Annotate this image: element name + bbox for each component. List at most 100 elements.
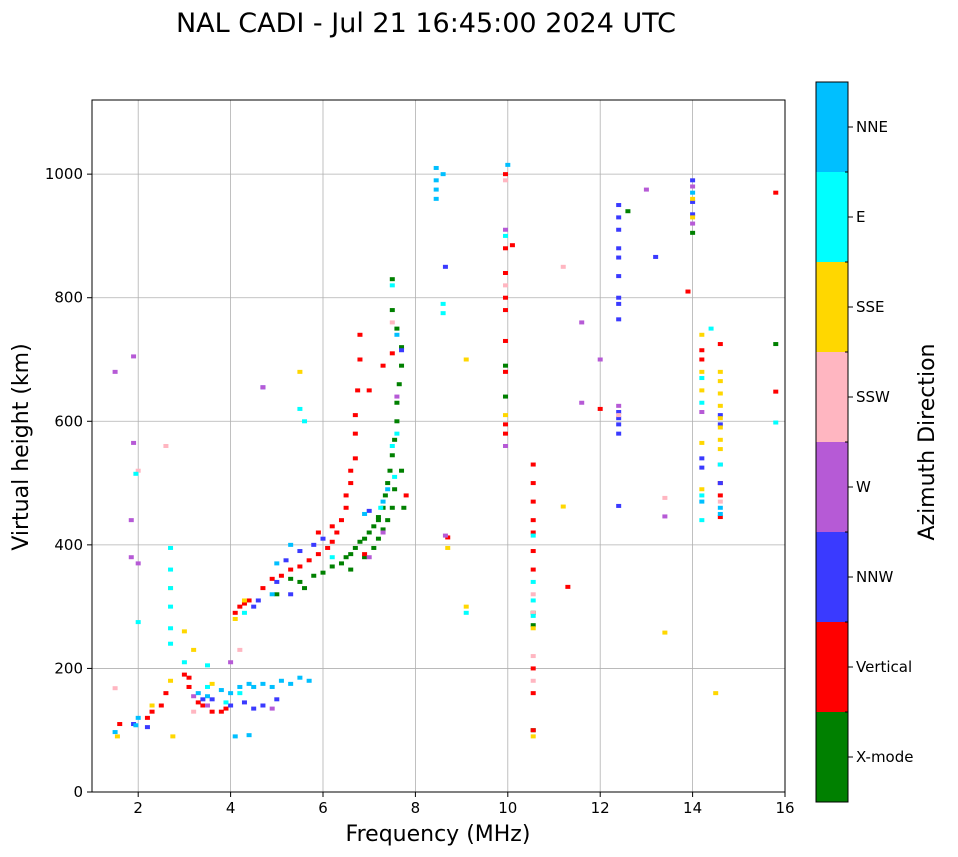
data-point [269, 684, 275, 689]
data-point [616, 255, 622, 260]
data-point [530, 579, 536, 584]
data-point [348, 567, 354, 572]
data-point [325, 545, 331, 550]
data-point [401, 505, 407, 510]
data-point [463, 357, 469, 362]
data-point [232, 617, 238, 621]
data-point [530, 678, 536, 683]
data-point [135, 561, 141, 566]
data-point [717, 505, 723, 510]
data-point [579, 400, 585, 405]
data-point [223, 706, 229, 711]
data-point [530, 623, 536, 628]
data-point [392, 487, 398, 492]
data-point [352, 545, 358, 550]
data-point [708, 326, 714, 331]
data-point [643, 187, 649, 192]
data-point [288, 592, 294, 597]
data-point [717, 416, 723, 421]
data-point [246, 681, 252, 686]
data-point [773, 420, 779, 425]
data-point [352, 456, 358, 461]
data-point [191, 647, 197, 652]
data-point [699, 369, 705, 374]
data-point [690, 221, 696, 226]
data-point [357, 539, 363, 544]
data-point [186, 684, 192, 689]
x-axis-label: Frequency (MHz) [346, 822, 531, 847]
data-point [251, 604, 257, 609]
data-point [463, 610, 469, 615]
data-point [371, 545, 377, 550]
data-point [690, 215, 696, 220]
x-tick-label: 14 [683, 799, 702, 817]
data-point [338, 561, 344, 566]
data-point [389, 444, 395, 448]
data-point [690, 184, 696, 189]
data-point [662, 630, 668, 635]
data-point [366, 555, 372, 560]
colorbar-category-label: Vertical [856, 658, 912, 676]
series-nne [112, 162, 723, 739]
data-point [297, 579, 303, 584]
data-point [195, 700, 201, 705]
data-point [329, 539, 335, 544]
y-tick-label: 400 [54, 536, 83, 554]
data-point [362, 536, 368, 541]
data-point [616, 410, 622, 415]
data-point [625, 209, 631, 214]
data-point [699, 465, 705, 470]
data-point [274, 579, 280, 584]
data-point [366, 508, 372, 513]
x-axis-ticks: 2 4 6 8 10 12 14 16 [133, 792, 795, 817]
data-point [653, 254, 659, 259]
data-point [168, 586, 174, 591]
data-point [616, 246, 622, 251]
data-point [440, 311, 446, 316]
data-point [773, 389, 779, 394]
data-point [357, 332, 363, 337]
data-point [385, 487, 391, 492]
chart-title: NAL CADI - Jul 21 16:45:00 2024 UTC [176, 8, 676, 39]
data-point [163, 444, 169, 448]
data-point [717, 403, 723, 408]
data-point [288, 576, 294, 581]
data-point [394, 394, 400, 399]
data-point [773, 342, 779, 347]
data-point [616, 422, 622, 427]
data-point [170, 734, 176, 739]
data-point [433, 178, 439, 183]
data-point [389, 505, 395, 510]
data-point [717, 515, 723, 520]
data-point [385, 481, 391, 486]
data-point [565, 584, 571, 589]
data-point [186, 675, 192, 680]
x-tick-label: 12 [591, 799, 610, 817]
data-point [713, 691, 719, 696]
data-point [200, 703, 206, 708]
data-point [320, 570, 326, 575]
data-point [246, 598, 252, 603]
data-point [168, 545, 174, 550]
colorbar-segment [816, 442, 848, 532]
data-point [560, 264, 566, 269]
data-point [241, 601, 247, 606]
data-point [329, 564, 335, 569]
colorbar-category-label: NNW [856, 568, 893, 586]
y-tick-label: 0 [73, 783, 83, 801]
x-tick-label: 16 [775, 799, 794, 817]
data-point [442, 533, 448, 538]
data-point [699, 410, 705, 415]
data-point [352, 431, 358, 436]
data-point [315, 552, 321, 557]
y-axis-label: Virtual height (km) [9, 343, 34, 550]
data-point [260, 586, 266, 591]
data-point [114, 734, 120, 739]
data-point [131, 354, 137, 359]
data-point [717, 342, 723, 347]
data-point [283, 558, 289, 563]
colorbar-category-label: E [856, 208, 865, 226]
data-point [699, 400, 705, 405]
data-point [389, 453, 395, 458]
data-point [394, 326, 400, 331]
